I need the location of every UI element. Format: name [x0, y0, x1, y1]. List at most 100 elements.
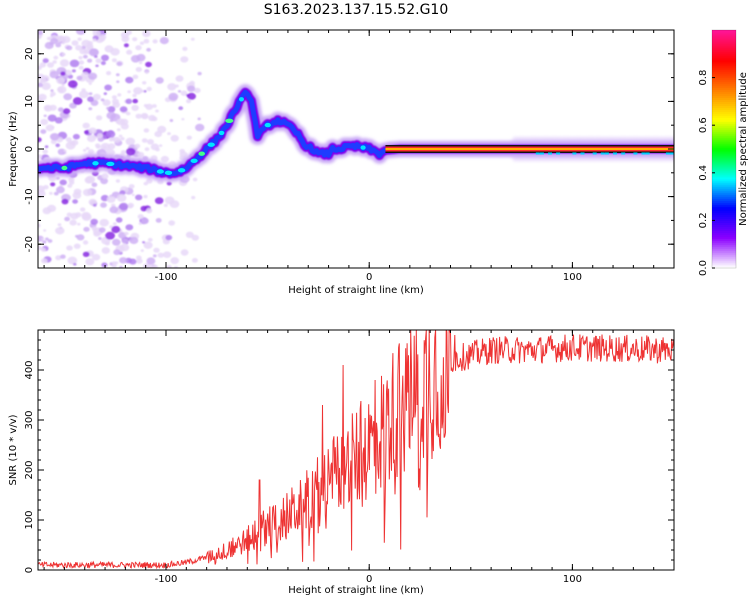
noise-blob: [193, 87, 201, 94]
noise-blob: [39, 77, 47, 83]
tone-center: [385, 148, 674, 150]
noise-blob: [60, 71, 66, 76]
noise-blob: [119, 202, 129, 211]
colorbar-band: [712, 198, 736, 202]
noise-blob: [88, 72, 98, 80]
noise-blob: [167, 83, 177, 91]
noise-blob: [46, 204, 57, 212]
noise-blob: [55, 227, 65, 235]
colorbar-band: [712, 55, 736, 59]
noise-blob: [159, 144, 163, 147]
noise-blob: [127, 202, 134, 208]
colorbar-band: [712, 262, 736, 265]
colorbar-band: [712, 57, 736, 61]
noise-blob: [115, 73, 120, 77]
noise-blob: [143, 241, 153, 249]
noise-blob: [146, 257, 156, 265]
noise-blob: [120, 150, 126, 155]
noise-blob: [115, 120, 120, 124]
colorbar: 0.0 0.2 0.4 0.6 0.8 Normalized spectral ampl…: [698, 29, 749, 276]
noise-blob: [94, 55, 98, 58]
colorbar-band: [712, 154, 736, 158]
noise-blob: [154, 197, 164, 205]
noise-blob: [110, 48, 120, 56]
noise-blob: [59, 179, 67, 186]
spectrogram-marks: [38, 30, 674, 268]
noise-blob: [119, 257, 128, 264]
spectrogram-ylabel: Frequency (Hz): [8, 111, 19, 187]
y-tick-label: 300: [24, 410, 35, 429]
tone-edge: [641, 152, 646, 155]
noise-blob: [99, 34, 107, 40]
noise-blob: [69, 180, 75, 185]
colorbar-band: [712, 248, 736, 251]
noise-blob: [166, 264, 172, 268]
noise-blob: [38, 97, 43, 102]
tone-edge: [645, 152, 650, 155]
colorbar-band: [712, 35, 736, 39]
y-tick-label: 200: [24, 460, 35, 479]
noise-blob: [101, 262, 108, 268]
noise-blob: [142, 30, 151, 38]
noise-blob: [63, 93, 73, 101]
noise-blob: [186, 99, 192, 104]
y-tick-label: -10: [24, 188, 35, 204]
noise-blob: [57, 107, 64, 112]
colorbar-band: [712, 131, 736, 134]
colorbar-band: [712, 51, 736, 55]
colorbar-band: [712, 39, 736, 43]
noise-blob: [175, 75, 184, 82]
colorbar-band: [712, 37, 736, 41]
colorbar-band: [712, 63, 736, 67]
noise-blob: [109, 206, 119, 214]
noise-blob: [88, 82, 92, 86]
noise-blob: [105, 241, 110, 246]
noise-blob: [155, 109, 159, 113]
noise-blob: [101, 54, 109, 61]
noise-blob: [92, 93, 101, 101]
noise-blob: [55, 42, 62, 48]
noise-blob: [187, 85, 196, 92]
noise-blob: [119, 265, 123, 268]
noise-blob: [170, 257, 179, 265]
tone-edge: [633, 152, 638, 155]
noise-blob: [136, 258, 143, 264]
colorbar-band: [712, 89, 736, 93]
noise-blob: [195, 123, 205, 132]
noise-blob: [179, 149, 185, 154]
tone-edge: [556, 152, 561, 155]
noise-blob: [69, 59, 80, 68]
colorbar-band: [712, 236, 736, 239]
tone-edge: [613, 152, 617, 155]
noise-blob: [47, 239, 53, 243]
noise-blob: [136, 53, 146, 62]
colorbar-band: [712, 194, 736, 198]
noise-blob: [125, 98, 133, 105]
noise-blob: [88, 149, 95, 155]
noise-blob: [138, 222, 142, 225]
noise-blob: [100, 61, 106, 66]
noise-blob: [165, 234, 173, 241]
noise-blob: [72, 97, 83, 105]
noise-blob: [93, 231, 101, 237]
noise-blob: [103, 92, 108, 95]
noise-blob: [64, 216, 70, 222]
noise-blob: [38, 154, 43, 159]
noise-blob: [43, 185, 49, 190]
noise-blob: [145, 71, 149, 74]
noise-blob: [147, 237, 153, 242]
snr-panel: -100 0 100 0 100 200 300 400 Height of straight…: [8, 329, 675, 596]
noise-blob: [87, 96, 94, 102]
noise-blob: [120, 31, 129, 39]
noise-blob: [68, 80, 78, 88]
colorbar-band: [712, 45, 736, 49]
noise-blob: [65, 46, 70, 50]
noise-blob: [140, 249, 144, 252]
colorbar-band: [712, 135, 736, 138]
x-tick-label: -100: [155, 574, 178, 585]
colorbar-band: [712, 125, 736, 128]
noise-blob: [41, 82, 51, 90]
noise-blob: [91, 182, 98, 188]
noise-blob: [129, 258, 137, 265]
